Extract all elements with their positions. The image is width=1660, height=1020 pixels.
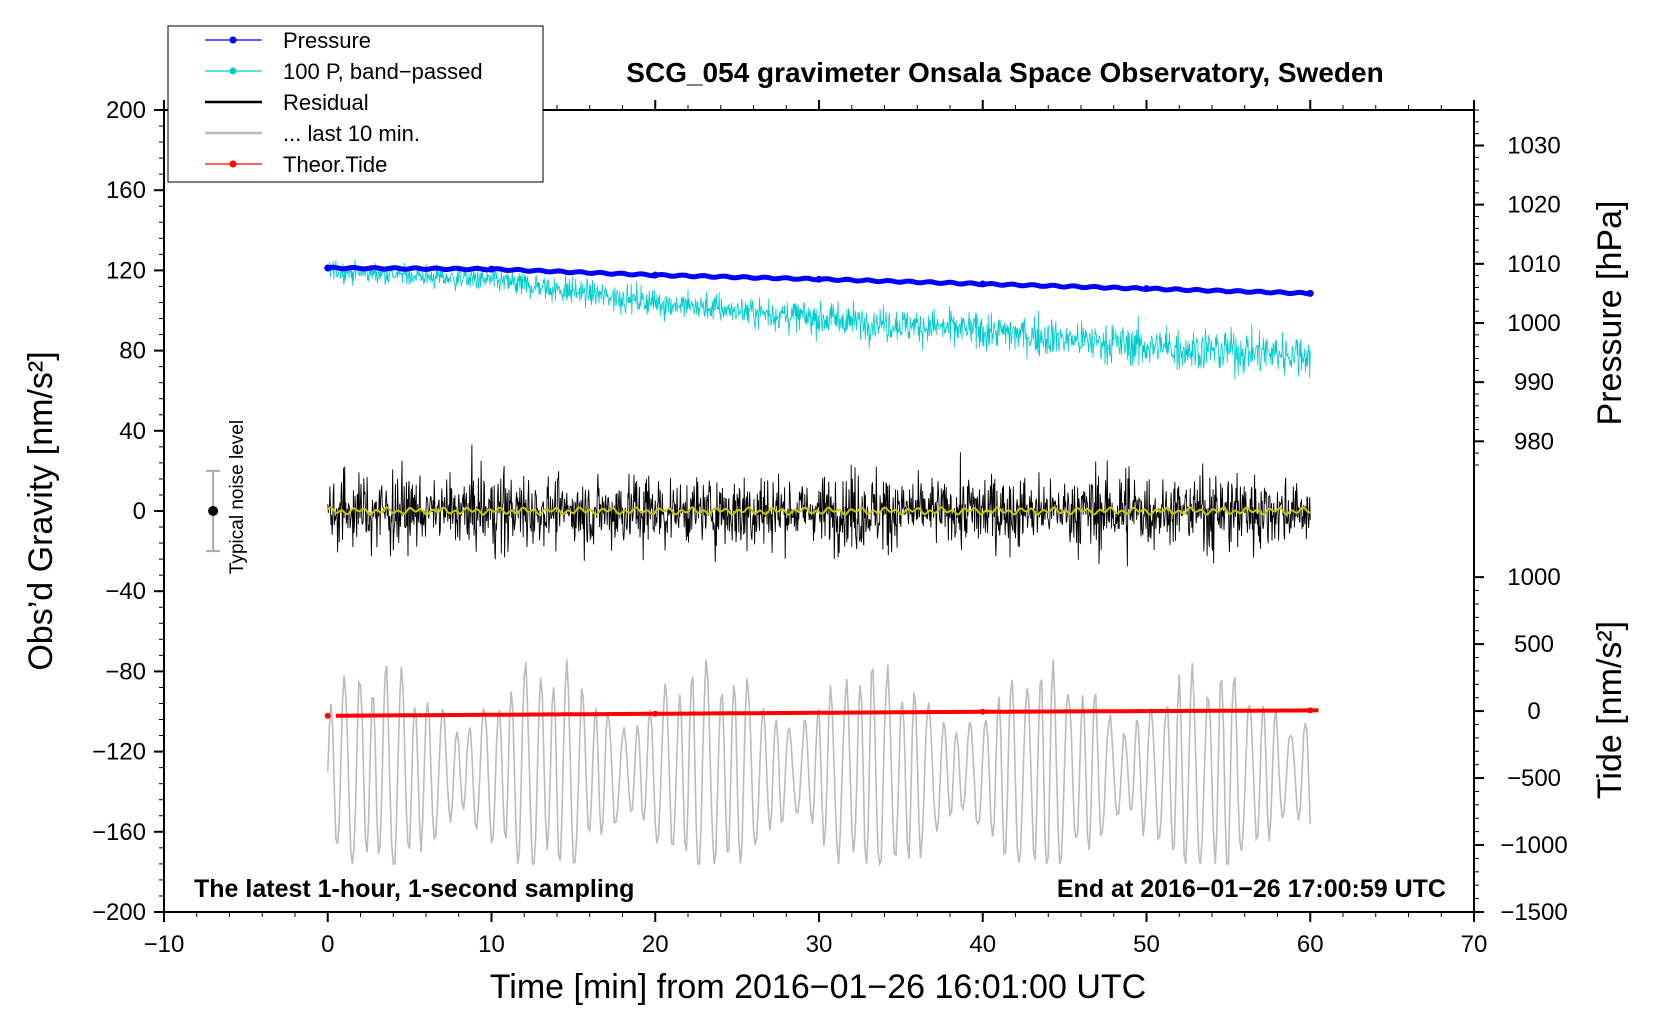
y-axis-title-tide: Tide [nm/s²] [1591, 621, 1629, 799]
pressure-tick-label: 1010 [1507, 251, 1560, 278]
series-pressure-point [1143, 285, 1150, 293]
legend-label: Residual [283, 90, 369, 115]
series-pressure-point [1306, 289, 1314, 297]
series-pressure-point [488, 265, 495, 273]
note-end-time: End at 2016−01−26 17:00:59 UTC [1057, 875, 1446, 903]
pressure-tick-label: 990 [1514, 369, 1554, 396]
x-tick-label: 50 [1133, 931, 1160, 958]
noise-dot [208, 506, 219, 516]
chart-title: SCG_054 gravimeter Onsala Space Observat… [626, 57, 1383, 88]
tide-tick-label: −1000 [1500, 832, 1567, 859]
y-left-tick-label: 0 [133, 498, 146, 525]
x-axis-title: Time [min] from 2016−01−26 16:01:00 UTC [490, 968, 1146, 1006]
legend-label: 100 P, band−passed [283, 59, 483, 84]
legend-label: Pressure [283, 28, 371, 53]
pressure-tick-label: 1000 [1507, 310, 1560, 337]
series-tide-point [1307, 707, 1314, 714]
x-tick-label: 30 [806, 931, 833, 958]
pressure-tick-label: 1030 [1507, 132, 1560, 159]
noise-label: Typical noise level [227, 420, 248, 574]
series-pressure-point [815, 275, 823, 283]
ticks-layer: −10 0 10 20 30 40 50 60 7020016012080400−40−80−1… [92, 97, 1568, 958]
plot-frame [163, 109, 1475, 913]
series-tide-line [335, 708, 1319, 718]
legend-swatch-marker [229, 67, 237, 75]
series-residual-line [327, 444, 1311, 567]
legend-label: Theor.Tide [283, 152, 387, 177]
series-tide-point [652, 710, 659, 717]
x-tick-label: 70 [1461, 931, 1488, 958]
tide-tick-label: −1500 [1500, 899, 1567, 926]
tide-tick-label: −500 [1507, 765, 1561, 792]
series-pressure-point [324, 264, 332, 272]
note-sampling: The latest 1-hour, 1-second sampling [194, 875, 634, 903]
series-layer [324, 259, 1319, 867]
series-tide-point [979, 708, 986, 715]
y-left-tick-label: −200 [92, 899, 146, 926]
legend-swatch-marker [229, 36, 237, 44]
y-left-tick-label: 200 [106, 97, 146, 124]
legend: Pressure 100 P, band−passed Residual ... la… [167, 25, 544, 183]
noise-marker: Typical noise level [206, 420, 248, 574]
legend-swatch-marker [229, 160, 237, 168]
legend-label: ... last 10 min. [283, 121, 420, 146]
pressure-tick-label: 980 [1514, 428, 1554, 455]
y-left-tick-label: −80 [105, 658, 146, 685]
tide-tick-label: 500 [1514, 631, 1554, 658]
y-left-tick-label: 120 [106, 257, 146, 284]
y-left-tick-label: −160 [92, 819, 146, 846]
series-tide-point [324, 712, 331, 719]
x-tick-label: 0 [321, 931, 334, 958]
series-pressure-point [979, 280, 987, 288]
legend-box [167, 25, 544, 183]
y-axis-title-pressure: Pressure [hPa] [1591, 201, 1629, 426]
y-left-tick-label: −120 [92, 739, 146, 766]
series-last-10-min-line [327, 659, 1312, 867]
x-tick-label: −10 [144, 931, 185, 958]
tide-tick-label: 1000 [1507, 564, 1560, 591]
legend-entries: Pressure 100 P, band−passed Residual ... la… [205, 28, 483, 177]
y-left-tick-label: 40 [119, 418, 146, 445]
y-axis-title-left: Obs’d Gravity [nm/s²] [22, 351, 60, 670]
series-band-passed-line [327, 259, 1311, 380]
x-tick-label: 60 [1297, 931, 1324, 958]
series-residual-smoothed-line [326, 506, 1311, 516]
x-tick-label: 40 [969, 931, 996, 958]
y-left-tick-label: −40 [105, 578, 146, 605]
y-left-tick-label: 80 [119, 338, 146, 365]
series-pressure-point [651, 271, 659, 279]
pressure-tick-label: 1020 [1507, 192, 1560, 219]
tide-tick-label: 0 [1527, 698, 1540, 725]
y-left-tick-label: 160 [106, 177, 146, 204]
x-tick-label: 20 [642, 931, 669, 958]
x-tick-label: 10 [478, 931, 505, 958]
